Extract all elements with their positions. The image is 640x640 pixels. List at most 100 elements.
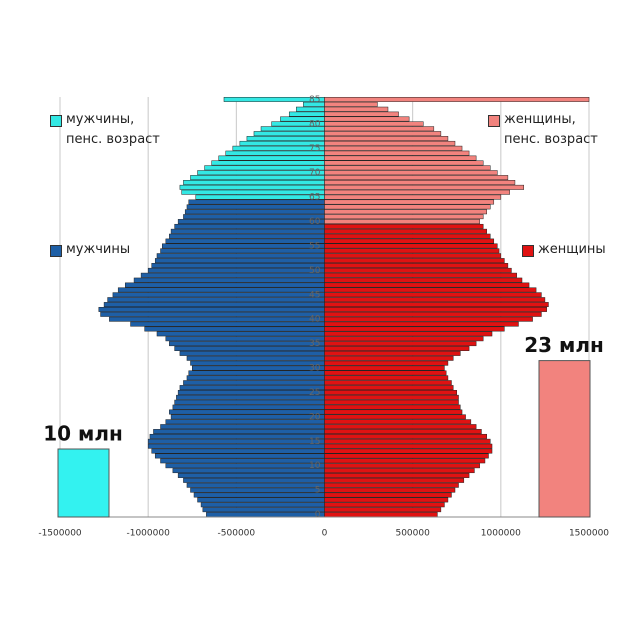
- bar: [324, 336, 484, 342]
- bar: [162, 243, 325, 249]
- summary-label: 23 млн: [524, 333, 604, 357]
- bar: [324, 223, 484, 229]
- bar: [156, 253, 325, 259]
- bar: [324, 121, 424, 127]
- x-tick-label: 1000000: [481, 529, 521, 539]
- bar: [324, 209, 487, 215]
- bar: [324, 429, 482, 434]
- bar: [324, 355, 454, 361]
- bar: [324, 424, 477, 430]
- bar: [324, 219, 480, 224]
- y-tick-label: 50: [309, 266, 321, 276]
- y-tick-label: 80: [309, 119, 321, 129]
- summary-bar: [538, 360, 591, 518]
- bar: [288, 111, 325, 117]
- bar: [206, 512, 325, 518]
- legend-label: мужчины: [66, 242, 131, 257]
- bar: [324, 140, 456, 146]
- bar: [324, 136, 449, 141]
- bar: [324, 443, 493, 449]
- bar: [324, 248, 500, 254]
- bar: [151, 263, 325, 268]
- bar: [324, 145, 463, 151]
- bar: [169, 233, 325, 239]
- bar: [253, 131, 325, 137]
- legend-item: женщины: [522, 240, 640, 260]
- bar: [324, 394, 459, 400]
- bar: [324, 282, 530, 288]
- bar: [324, 492, 452, 498]
- bar: [324, 116, 410, 122]
- bar: [211, 160, 325, 166]
- bar: [177, 473, 325, 478]
- bar: [324, 477, 465, 483]
- bar: [324, 365, 445, 371]
- bar: [100, 311, 325, 317]
- legend-swatch: [50, 115, 62, 127]
- bar: [202, 507, 325, 513]
- bar: [130, 321, 325, 327]
- bar: [200, 502, 325, 508]
- bar: [324, 263, 509, 268]
- bar: [190, 360, 325, 366]
- bar: [324, 131, 442, 137]
- bar: [324, 487, 456, 493]
- bar: [183, 477, 325, 483]
- bar: [98, 306, 325, 312]
- bar: [186, 355, 325, 361]
- bar: [324, 199, 495, 205]
- legend-swatch: [488, 115, 500, 127]
- bar: [324, 458, 486, 464]
- bar: [324, 409, 463, 415]
- bar: [165, 238, 325, 244]
- bar: [179, 385, 325, 391]
- bar: [324, 404, 461, 410]
- bar: [324, 453, 489, 459]
- bar: [324, 111, 399, 117]
- bar: [192, 365, 325, 371]
- bar: [324, 165, 491, 171]
- legend-item: женщины, пенс. возраст: [488, 110, 608, 150]
- bar: [324, 267, 512, 273]
- x-tick-label: -500000: [218, 529, 256, 539]
- bar: [324, 419, 472, 425]
- bar: [324, 238, 495, 244]
- bar: [144, 326, 325, 332]
- bar: [170, 414, 325, 420]
- bar: [176, 394, 325, 400]
- bar: [181, 189, 325, 195]
- y-tick-label: 5: [315, 486, 321, 496]
- bar: [324, 375, 449, 381]
- bar: [154, 258, 325, 264]
- bar: [117, 287, 325, 293]
- bar: [324, 321, 519, 327]
- legend-swatch: [522, 245, 534, 257]
- x-tick-label: -1500000: [38, 529, 82, 539]
- legend-item: мужчины: [50, 240, 170, 260]
- y-tick-label: 65: [309, 193, 320, 203]
- bar: [186, 375, 325, 381]
- bar: [186, 204, 325, 210]
- legend-label: мужчины, пенс. возраст: [66, 112, 160, 147]
- bar: [147, 443, 325, 449]
- bar: [324, 184, 525, 190]
- bar: [324, 370, 447, 376]
- bar: [153, 429, 325, 434]
- bar: [179, 184, 325, 190]
- bar: [324, 433, 487, 439]
- y-tick-label: 10: [309, 461, 321, 471]
- bar: [324, 272, 517, 278]
- x-tick-label: 1500000: [569, 529, 609, 539]
- bar: [218, 155, 325, 161]
- legend-item: мужчины, пенс. возраст: [50, 110, 170, 150]
- legend-label: женщины: [538, 242, 606, 257]
- bar: [324, 497, 449, 503]
- bar: [324, 155, 477, 161]
- bar: [324, 326, 505, 332]
- bar: [172, 404, 325, 410]
- bar: [324, 150, 470, 156]
- y-tick-label: 85: [309, 95, 320, 105]
- bar: [188, 199, 325, 205]
